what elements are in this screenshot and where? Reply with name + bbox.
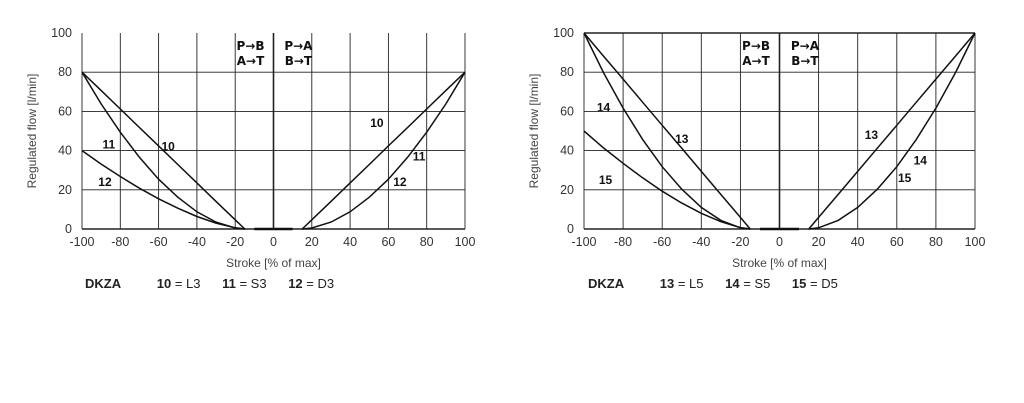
curve-label: 12 — [393, 175, 407, 189]
flow-direction-label: P→B — [742, 39, 770, 53]
x-tick-label: 80 — [929, 235, 943, 249]
legend-item: 12 = D3 — [288, 276, 335, 291]
legend-left: DKZA 10 = L3 11 = S3 12 = D3 — [85, 276, 352, 291]
curve-label: 11 — [102, 138, 115, 152]
legend-item: 11 = S3 — [222, 276, 267, 291]
legend-right: DKZA 13 = L5 14 = S5 15 = D5 — [588, 276, 856, 291]
x-tick-label: 100 — [455, 235, 476, 249]
x-axis-label: Stroke [% of max] — [226, 256, 321, 270]
x-tick-label: 60 — [381, 235, 395, 249]
x-tick-label: 60 — [890, 235, 904, 249]
legend-item: 15 = D5 — [791, 276, 838, 291]
series-line-s3-d3 — [302, 71, 466, 230]
curve-label: 15 — [898, 171, 912, 185]
x-tick-label: -40 — [692, 235, 710, 249]
legend-item: 14 = S5 — [725, 276, 771, 291]
legend-model: DKZA — [588, 276, 625, 291]
series-line-d3 — [81, 149, 245, 230]
x-tick-label: 40 — [851, 235, 865, 249]
x-tick-label: -80 — [614, 235, 632, 249]
curve-label: 11 — [413, 149, 426, 163]
series-line-l3 — [81, 71, 246, 230]
flow-direction-label: B→T — [791, 54, 819, 68]
y-tick-label: 100 — [51, 26, 72, 40]
y-tick-label: 20 — [560, 183, 574, 197]
curve-label: 10 — [161, 140, 175, 154]
y-tick-label: 80 — [58, 65, 72, 79]
x-tick-label: -100 — [69, 235, 94, 249]
x-tick-label: 100 — [965, 235, 986, 249]
series-line-l5 — [583, 32, 751, 230]
legend-model: DKZA — [85, 276, 122, 291]
x-tick-label: -60 — [653, 235, 671, 249]
x-tick-label: -20 — [226, 235, 244, 249]
flow-direction-label: P→B — [237, 39, 265, 53]
y-tick-label: 0 — [65, 222, 72, 236]
flow-direction-label: P→A — [791, 39, 820, 53]
y-tick-label: 60 — [560, 104, 574, 118]
x-tick-label: 20 — [812, 235, 826, 249]
x-tick-label: -40 — [188, 235, 206, 249]
curve-label: 15 — [599, 173, 613, 187]
x-tick-label: -60 — [150, 235, 168, 249]
series-line-s5-d5 — [808, 32, 976, 230]
legend-item: 10 = L3 — [156, 276, 201, 291]
flow-direction-label: A→T — [237, 54, 265, 68]
flow-direction-label: B→T — [285, 54, 313, 68]
x-tick-label: 40 — [343, 235, 357, 249]
y-axis-label: Regulated flow [l/min] — [25, 74, 39, 189]
y-tick-label: 40 — [560, 144, 574, 158]
x-axis-label: Stroke [% of max] — [732, 256, 827, 270]
y-tick-label: 100 — [553, 26, 574, 40]
curve-label: 13 — [675, 132, 689, 146]
x-tick-label: 20 — [305, 235, 319, 249]
y-tick-label: 20 — [58, 183, 72, 197]
curve-label: 10 — [370, 116, 384, 130]
y-tick-label: 0 — [567, 222, 574, 236]
curve-label: 13 — [865, 128, 879, 142]
curve-label: 14 — [914, 153, 928, 167]
y-tick-label: 40 — [58, 144, 72, 158]
flow-direction-label: A→T — [742, 54, 770, 68]
x-tick-label: -100 — [571, 235, 596, 249]
x-tick-label: -20 — [731, 235, 749, 249]
x-tick-label: 80 — [420, 235, 434, 249]
curve-label: 14 — [597, 100, 611, 114]
flow-direction-label: P→A — [284, 39, 313, 53]
x-tick-label: 0 — [270, 235, 277, 249]
y-axis-label: Regulated flow [l/min] — [527, 74, 541, 189]
y-tick-label: 80 — [560, 65, 574, 79]
series-line-d5 — [583, 130, 751, 230]
x-tick-label: 0 — [776, 235, 783, 249]
y-tick-label: 60 — [58, 104, 72, 118]
chart-1: -100 -80 -60 -40 -20 0 20 40 60 80 100 0 20 40 60 80 100… — [527, 26, 985, 270]
curve-label: 12 — [98, 175, 112, 189]
series-line-l5 — [808, 32, 976, 230]
x-tick-label: -80 — [111, 235, 129, 249]
legend-item: 13 = L5 — [659, 276, 704, 291]
chart-0: -100 -80 -60 -40 -20 0 20 40 60 80 100 0 20 40 60 80 100… — [25, 26, 475, 270]
series-line-l3 — [301, 71, 466, 230]
